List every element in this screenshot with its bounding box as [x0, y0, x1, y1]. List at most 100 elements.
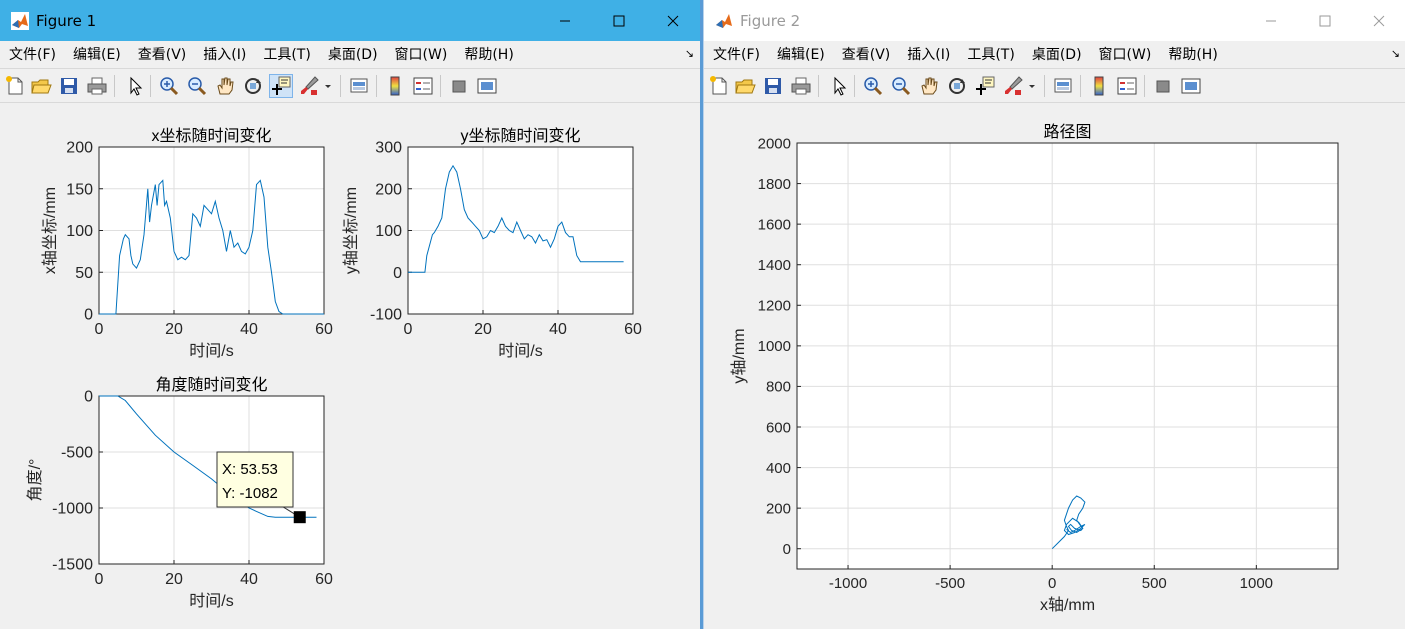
select-arrow-icon[interactable] — [828, 75, 850, 97]
show-plot-tools-icon[interactable] — [1180, 75, 1202, 97]
menu-edit[interactable]: 编辑(E) — [776, 47, 825, 63]
dock-figure-icon[interactable]: ↘ — [1390, 47, 1400, 60]
y-tick-label: 0 — [84, 389, 93, 406]
legend-icon[interactable] — [412, 75, 434, 97]
link-plot-icon[interactable] — [348, 75, 370, 97]
select-arrow-icon[interactable] — [124, 75, 146, 97]
menu-window[interactable]: 窗口(W) — [394, 47, 448, 63]
open-file-icon[interactable] — [30, 75, 52, 97]
y-tick-label: -1500 — [52, 557, 93, 574]
menu-help[interactable]: 帮助(H) — [464, 47, 514, 63]
x-tick-label: 40 — [240, 321, 258, 338]
rotate-3d-icon[interactable] — [242, 75, 264, 97]
y-axis-label: y轴/mm — [730, 328, 748, 383]
print-icon[interactable] — [86, 75, 108, 97]
pan-hand-icon[interactable] — [918, 75, 940, 97]
pan-hand-icon[interactable] — [214, 75, 236, 97]
brush-dropdown-icon[interactable] — [1026, 75, 1038, 97]
menu-edit[interactable]: 编辑(E) — [72, 47, 121, 63]
data-cursor-icon[interactable] — [269, 74, 293, 98]
menu-insert[interactable]: 插入(I) — [907, 47, 951, 63]
minimize-button[interactable] — [538, 0, 592, 41]
figure-toolbar — [704, 68, 1405, 103]
menu-view[interactable]: 查看(V) — [137, 47, 187, 63]
chart-title: x坐标随时间变化 — [151, 127, 271, 145]
toolbar-separator — [854, 75, 855, 97]
y-tick-label: 200 — [766, 500, 791, 517]
menu-desktop[interactable]: 桌面(D) — [327, 47, 378, 63]
maximize-button[interactable] — [592, 0, 646, 41]
series-line — [1051, 495, 1086, 550]
minimize-button[interactable] — [1244, 0, 1298, 41]
close-button[interactable] — [1352, 0, 1405, 41]
y-axis-label: 角度/° — [26, 459, 44, 502]
toolbar-separator — [376, 75, 377, 97]
y-tick-label: 400 — [766, 460, 791, 477]
hide-plot-tools-icon[interactable] — [448, 75, 470, 97]
menu-window[interactable]: 窗口(W) — [1098, 47, 1152, 63]
show-plot-tools-icon[interactable] — [476, 75, 498, 97]
brush-icon[interactable] — [1002, 75, 1024, 97]
brush-dropdown-icon[interactable] — [322, 75, 334, 97]
toolbar-separator — [340, 75, 341, 97]
y-tick-label: 100 — [375, 223, 402, 240]
menu-insert[interactable]: 插入(I) — [203, 47, 247, 63]
y-tick-label: -100 — [370, 307, 402, 324]
y-tick-label: 100 — [66, 223, 93, 240]
new-figure-icon[interactable] — [4, 75, 26, 97]
window-title: Figure 2 — [740, 11, 801, 30]
dock-figure-icon[interactable]: ↘ — [684, 47, 694, 60]
hide-plot-tools-icon[interactable] — [1152, 75, 1174, 97]
toolbar-separator — [1044, 75, 1045, 97]
menu-help[interactable]: 帮助(H) — [1168, 47, 1218, 63]
menu-bar: 文件(F) 编辑(E) 查看(V) 插入(I) 工具(T) 桌面(D) 窗口(W… — [704, 41, 1405, 67]
open-file-icon[interactable] — [734, 75, 756, 97]
menu-view[interactable]: 查看(V) — [841, 47, 891, 63]
y-tick-label: 600 — [766, 419, 791, 436]
x-tick-label: 60 — [624, 321, 642, 338]
zoom-in-icon[interactable] — [158, 75, 180, 97]
x-tick-label: 20 — [474, 321, 492, 338]
menu-file[interactable]: 文件(F) — [713, 47, 760, 63]
title-bar[interactable]: Figure 2 — [704, 0, 1405, 41]
menu-tools[interactable]: 工具(T) — [263, 47, 311, 63]
menu-bar: 文件(F) 编辑(E) 查看(V) 插入(I) 工具(T) 桌面(D) 窗口(W… — [0, 41, 700, 67]
link-plot-icon[interactable] — [1052, 75, 1074, 97]
close-icon — [667, 15, 679, 26]
y-tick-label: 1000 — [758, 338, 791, 355]
new-figure-icon[interactable] — [708, 75, 730, 97]
zoom-out-icon[interactable] — [186, 75, 208, 97]
rotate-3d-icon[interactable] — [946, 75, 968, 97]
y-tick-label: 800 — [766, 379, 791, 396]
maximize-button[interactable] — [1298, 0, 1352, 41]
x-tick-label: 40 — [549, 321, 567, 338]
data-cursor-icon[interactable] — [974, 75, 996, 97]
toolbar-separator — [150, 75, 151, 97]
x-tick-label: 20 — [165, 571, 183, 588]
matlab-logo-icon — [11, 11, 29, 30]
maximize-icon — [1319, 15, 1331, 26]
close-button[interactable] — [646, 0, 700, 41]
datatip-x-label: X: 53.53 — [222, 461, 278, 478]
y-tick-label: 50 — [75, 265, 93, 282]
colorbar-icon[interactable] — [384, 75, 406, 97]
title-bar[interactable]: Figure 1 — [0, 0, 700, 41]
save-icon[interactable] — [762, 75, 784, 97]
zoom-out-icon[interactable] — [890, 75, 912, 97]
menu-tools[interactable]: 工具(T) — [967, 47, 1015, 63]
x-tick-label: 0 — [1048, 575, 1056, 592]
figure-2-window: Figure 2 文件(F) 编辑(E) 查看(V) 插入(I) 工具(T) 桌… — [703, 0, 1405, 629]
legend-icon[interactable] — [1116, 75, 1138, 97]
maximize-icon — [613, 15, 625, 26]
brush-icon[interactable] — [298, 75, 320, 97]
x-tick-label: -500 — [935, 575, 965, 592]
menu-file[interactable]: 文件(F) — [9, 47, 56, 63]
print-icon[interactable] — [790, 75, 812, 97]
colorbar-icon[interactable] — [1088, 75, 1110, 97]
series-line — [408, 164, 624, 273]
zoom-in-icon[interactable] — [862, 75, 884, 97]
save-icon[interactable] — [58, 75, 80, 97]
menu-desktop[interactable]: 桌面(D) — [1031, 47, 1082, 63]
